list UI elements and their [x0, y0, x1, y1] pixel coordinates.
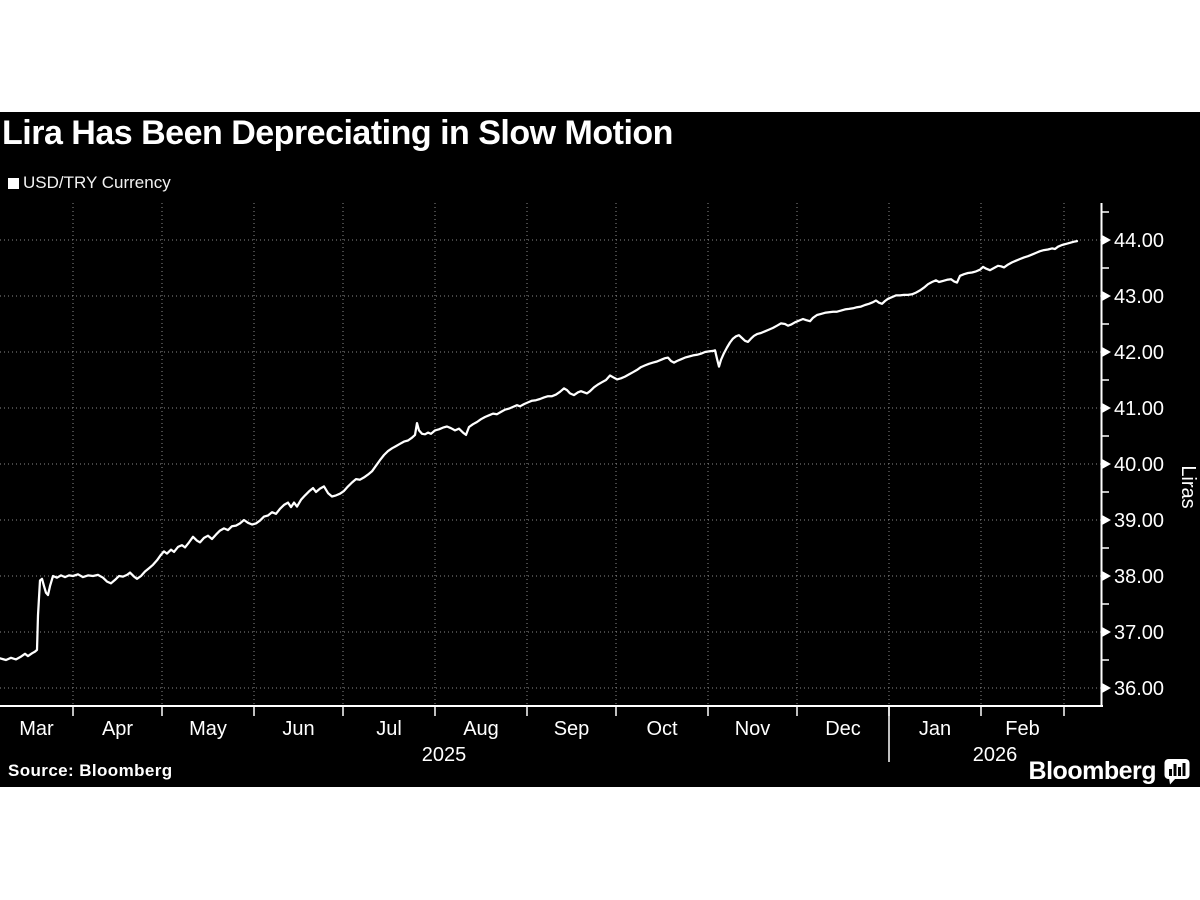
bloomberg-wordmark: Bloomberg	[1028, 757, 1157, 785]
y-axis-labels: 36.00 37.00 38.00 39.00 40.00 41.00 42.00 43.00…	[1114, 230, 1164, 700]
legend-swatch-icon	[8, 177, 19, 189]
svg-text:37.00: 37.00	[1114, 622, 1164, 644]
y-axis-title: Liras	[1177, 465, 1199, 508]
legend: USD/TRY Currency	[8, 173, 171, 193]
usdtry-line-chart: 36.00 37.00 38.00 39.00 40.00 41.00 42.00 43.00…	[0, 203, 1199, 766]
svg-text:Mar: Mar	[19, 718, 54, 740]
chart-panel: Lira Has Been Depreciating in Slow Motio…	[0, 112, 1200, 787]
x-axis-labels: Mar Apr May Jun Jul Aug Sep Oct Nov Dec Jan Feb	[19, 718, 1039, 740]
axes-spines	[0, 203, 1103, 707]
svg-text:Jun: Jun	[282, 718, 314, 740]
source-note: Source: Bloomberg	[8, 761, 173, 780]
svg-text:May: May	[189, 718, 227, 740]
chart-title: Lira Has Been Depreciating in Slow Motio…	[2, 114, 673, 152]
x-axis-year-labels: 2025 2026	[422, 744, 1018, 766]
svg-text:36.00: 36.00	[1114, 678, 1164, 700]
svg-text:39.00: 39.00	[1114, 510, 1164, 532]
svg-text:44.00: 44.00	[1114, 230, 1164, 252]
svg-text:Feb: Feb	[1005, 718, 1039, 740]
svg-text:Liras: Liras	[1177, 465, 1199, 508]
svg-text:41.00: 41.00	[1114, 398, 1164, 420]
svg-text:Sep: Sep	[554, 718, 590, 740]
svg-text:2026: 2026	[973, 744, 1018, 766]
svg-text:42.00: 42.00	[1114, 342, 1164, 364]
branding: Bloomberg	[1029, 757, 1190, 786]
x-gridlines	[72, 203, 1065, 706]
svg-text:2025: 2025	[422, 744, 467, 766]
y-gridlines	[0, 239, 1101, 689]
svg-text:Oct: Oct	[646, 718, 678, 740]
x-axis-ticks	[72, 706, 1065, 762]
svg-text:Aug: Aug	[463, 718, 499, 740]
legend-label: USD/TRY Currency	[23, 173, 171, 192]
price-line	[0, 239, 1079, 662]
svg-text:Apr: Apr	[102, 718, 133, 740]
y-axis-ticks	[1101, 211, 1111, 693]
bloomberg-bars-icon	[1164, 759, 1190, 785]
svg-text:Nov: Nov	[735, 718, 771, 740]
svg-text:Dec: Dec	[825, 718, 861, 740]
svg-text:40.00: 40.00	[1114, 454, 1164, 476]
svg-text:38.00: 38.00	[1114, 566, 1164, 588]
svg-text:Jan: Jan	[919, 718, 951, 740]
svg-text:43.00: 43.00	[1114, 286, 1164, 308]
svg-text:Jul: Jul	[376, 718, 402, 740]
